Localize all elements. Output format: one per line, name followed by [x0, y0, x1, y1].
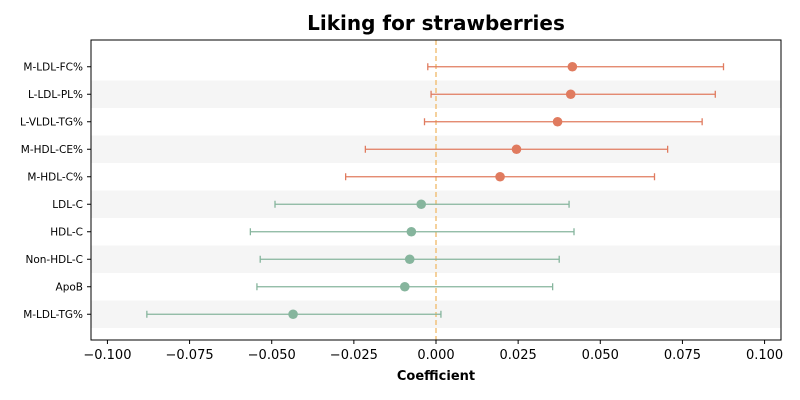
y-tick-label: Non-HDL-C — [26, 254, 84, 266]
estimate-point — [511, 144, 522, 155]
x-axis-label: Coefficient — [397, 369, 475, 384]
y-axis: M-LDL-FC% L-LDL-PL% L-VLDL-TG% M-HDL-CE% M-H… — [20, 62, 91, 321]
x-tick-label: 0.050 — [582, 348, 619, 363]
x-tick-label: −0.025 — [330, 348, 378, 363]
estimate-point — [404, 254, 415, 265]
estimate-point — [406, 226, 417, 237]
estimate-point — [399, 281, 410, 292]
estimate-point — [565, 89, 576, 100]
estimate-point — [567, 61, 578, 72]
y-tick-label: L-LDL-PL% — [28, 89, 83, 101]
y-tick-label: M-HDL-C% — [27, 172, 83, 184]
y-tick-label: M-LDL-TG% — [23, 309, 83, 321]
y-tick-label: M-HDL-CE% — [21, 144, 83, 156]
x-tick-label: 0.075 — [664, 348, 701, 363]
chart-title: Liking for strawberries — [307, 11, 565, 35]
x-axis: −0.100 −0.075 −0.050 −0.025 0.000 0.025 0.050 0… — [83, 340, 783, 363]
x-tick-label: −0.100 — [83, 348, 131, 363]
y-tick-label: M-LDL-FC% — [23, 62, 83, 74]
x-tick-label: 0.000 — [417, 348, 454, 363]
data-marks — [146, 61, 725, 320]
x-tick-label: −0.050 — [248, 348, 296, 363]
x-tick-label: 0.025 — [500, 348, 537, 363]
estimate-point — [552, 116, 563, 127]
estimate-point — [416, 199, 427, 210]
plot-frame — [90, 39, 782, 341]
y-tick-label: HDL-C — [50, 227, 83, 239]
estimate-point — [288, 309, 298, 320]
estimate-point — [495, 171, 505, 182]
y-tick-label: L-VLDL-TG% — [20, 117, 83, 129]
y-tick-label: ApoB — [56, 282, 83, 294]
x-tick-label: −0.075 — [166, 348, 214, 363]
y-tick-label: LDL-C — [52, 199, 83, 211]
x-tick-label: 0.100 — [746, 348, 783, 363]
